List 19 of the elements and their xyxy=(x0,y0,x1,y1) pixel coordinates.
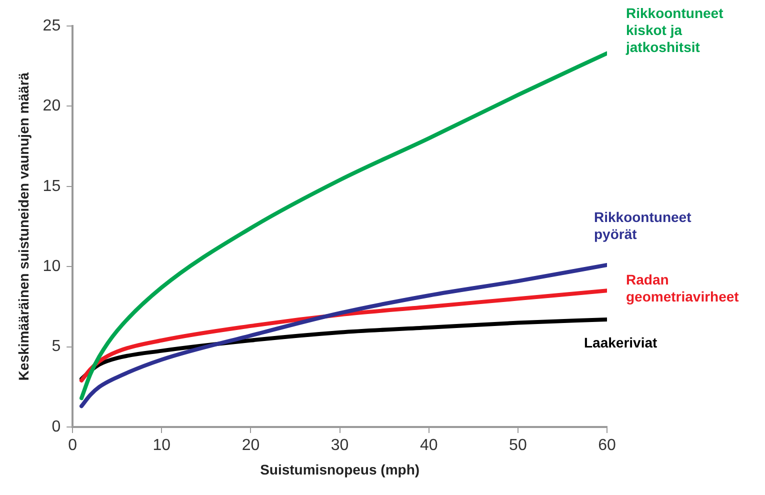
series-label: Radan geometriavirheet xyxy=(626,272,740,305)
y-tick-label: 0 xyxy=(52,418,61,436)
x-tick-label: 30 xyxy=(330,437,349,454)
y-axis-title: Keskimääräinen suistuneiden vaunujen määrä xyxy=(15,72,32,381)
x-tick-label: 40 xyxy=(420,437,438,454)
x-tick-label: 0 xyxy=(68,437,78,454)
x-tick-label: 20 xyxy=(242,437,260,454)
y-tick-label: 5 xyxy=(52,338,61,356)
series-label: Rikkoontuneet kiskot ja jatkoshitsit xyxy=(625,5,724,56)
x-axis-title: Suistumisnopeus (mph) xyxy=(260,461,420,478)
series-label: Rikkoontuneet pyörät xyxy=(594,208,692,242)
y-tick-label: 15 xyxy=(42,178,61,195)
y-tick-label: 10 xyxy=(42,258,61,276)
x-tick-label: 50 xyxy=(509,437,527,454)
y-tick-label: 25 xyxy=(42,17,61,34)
x-tick-label: 10 xyxy=(152,437,171,454)
y-tick-label: 20 xyxy=(42,98,61,115)
series-label: Laakeriviat xyxy=(584,334,658,350)
x-tick-label: 60 xyxy=(598,437,616,454)
